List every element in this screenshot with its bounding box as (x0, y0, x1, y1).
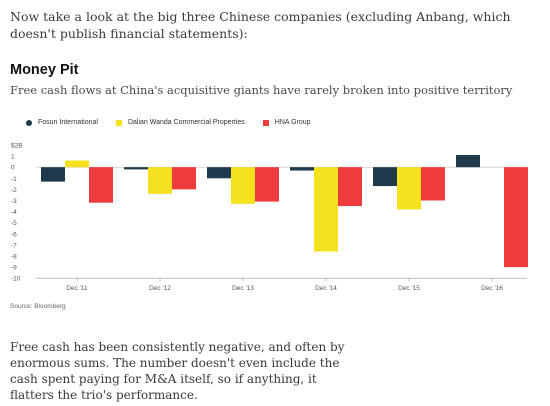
bar-fosun-international (124, 167, 148, 170)
intro-paragraph: Now take a look at the big three Chinese… (10, 9, 511, 41)
bar-hna-group (421, 167, 445, 201)
y-tick-label: -4 (11, 209, 17, 216)
x-tick-label: Dec '13 (232, 285, 254, 292)
bar-fosun-international (41, 167, 65, 182)
bar-dalian-wanda-commercial-properties (397, 167, 421, 210)
legend-swatch-fosun (26, 119, 32, 126)
y-tick-label: -9 (11, 265, 17, 272)
bar-dalian-wanda-commercial-properties (65, 160, 89, 168)
bar-hna-group (172, 167, 196, 190)
legend-label-wanda: Dalian Wanda Commercial Properties (127, 119, 245, 126)
y-tick-label: $2B (11, 143, 23, 150)
x-tick-label: Dec '15 (398, 285, 420, 292)
bar-dalian-wanda-commercial-properties (231, 167, 255, 204)
bar-hna-group (338, 167, 362, 207)
y-tick-label: -10 (11, 276, 21, 283)
y-tick-label: -6 (11, 231, 17, 238)
bar-fosun-international (290, 167, 314, 171)
bar-hna-group (504, 167, 528, 268)
legend-item-wanda: Dalian Wanda Commercial Properties (115, 119, 245, 126)
bar-hna-group (89, 167, 113, 203)
legend-swatch-hna (262, 119, 269, 126)
y-tick-label: 0 (11, 165, 15, 172)
y-tick-label: -3 (11, 198, 17, 205)
y-tick-label: 1 (11, 154, 15, 161)
y-tick-label: -8 (11, 254, 17, 261)
y-tick-label: -2 (11, 187, 17, 194)
legend-item-fosun: Fosun International (26, 119, 98, 126)
x-tick-label: Dec '14 (315, 285, 337, 292)
x-tick-label: Dec '11 (66, 285, 88, 292)
legend-label-hna: HNA Group (274, 119, 311, 126)
legend-item-hna: HNA Group (262, 119, 311, 126)
bar-fosun-international (456, 154, 480, 168)
y-tick-label: -1 (11, 176, 17, 183)
bar-fosun-international (207, 167, 231, 179)
bar-hna-group (255, 167, 279, 202)
body-paragraph: Free cash has been consistently negative… (10, 340, 345, 402)
chart-subtitle: Free cash flows at China's acquisitive g… (10, 83, 513, 97)
chart-legend: Fosun International Dalian Wanda Commerc… (26, 119, 329, 126)
x-tick-label: Dec '12 (149, 285, 171, 292)
legend-label-fosun: Fosun International (38, 119, 98, 126)
bar-dalian-wanda-commercial-properties (314, 167, 338, 252)
legend-swatch-wanda (115, 119, 122, 126)
y-tick-label: -7 (11, 242, 17, 249)
x-tick-label: Dec '16 (481, 285, 503, 292)
chart-source: Source: Bloomberg (10, 303, 66, 310)
bar-dalian-wanda-commercial-properties (148, 167, 172, 194)
bar-fosun-international (373, 167, 397, 187)
bar-chart: $2B 1 0 -1 -2 -3 -4 -5 -6 -7 -8 -9 -10 Dec '11 Dec '12… (11, 143, 528, 292)
y-tick-label: -5 (11, 220, 17, 227)
chart-title: Money Pit (10, 62, 79, 78)
